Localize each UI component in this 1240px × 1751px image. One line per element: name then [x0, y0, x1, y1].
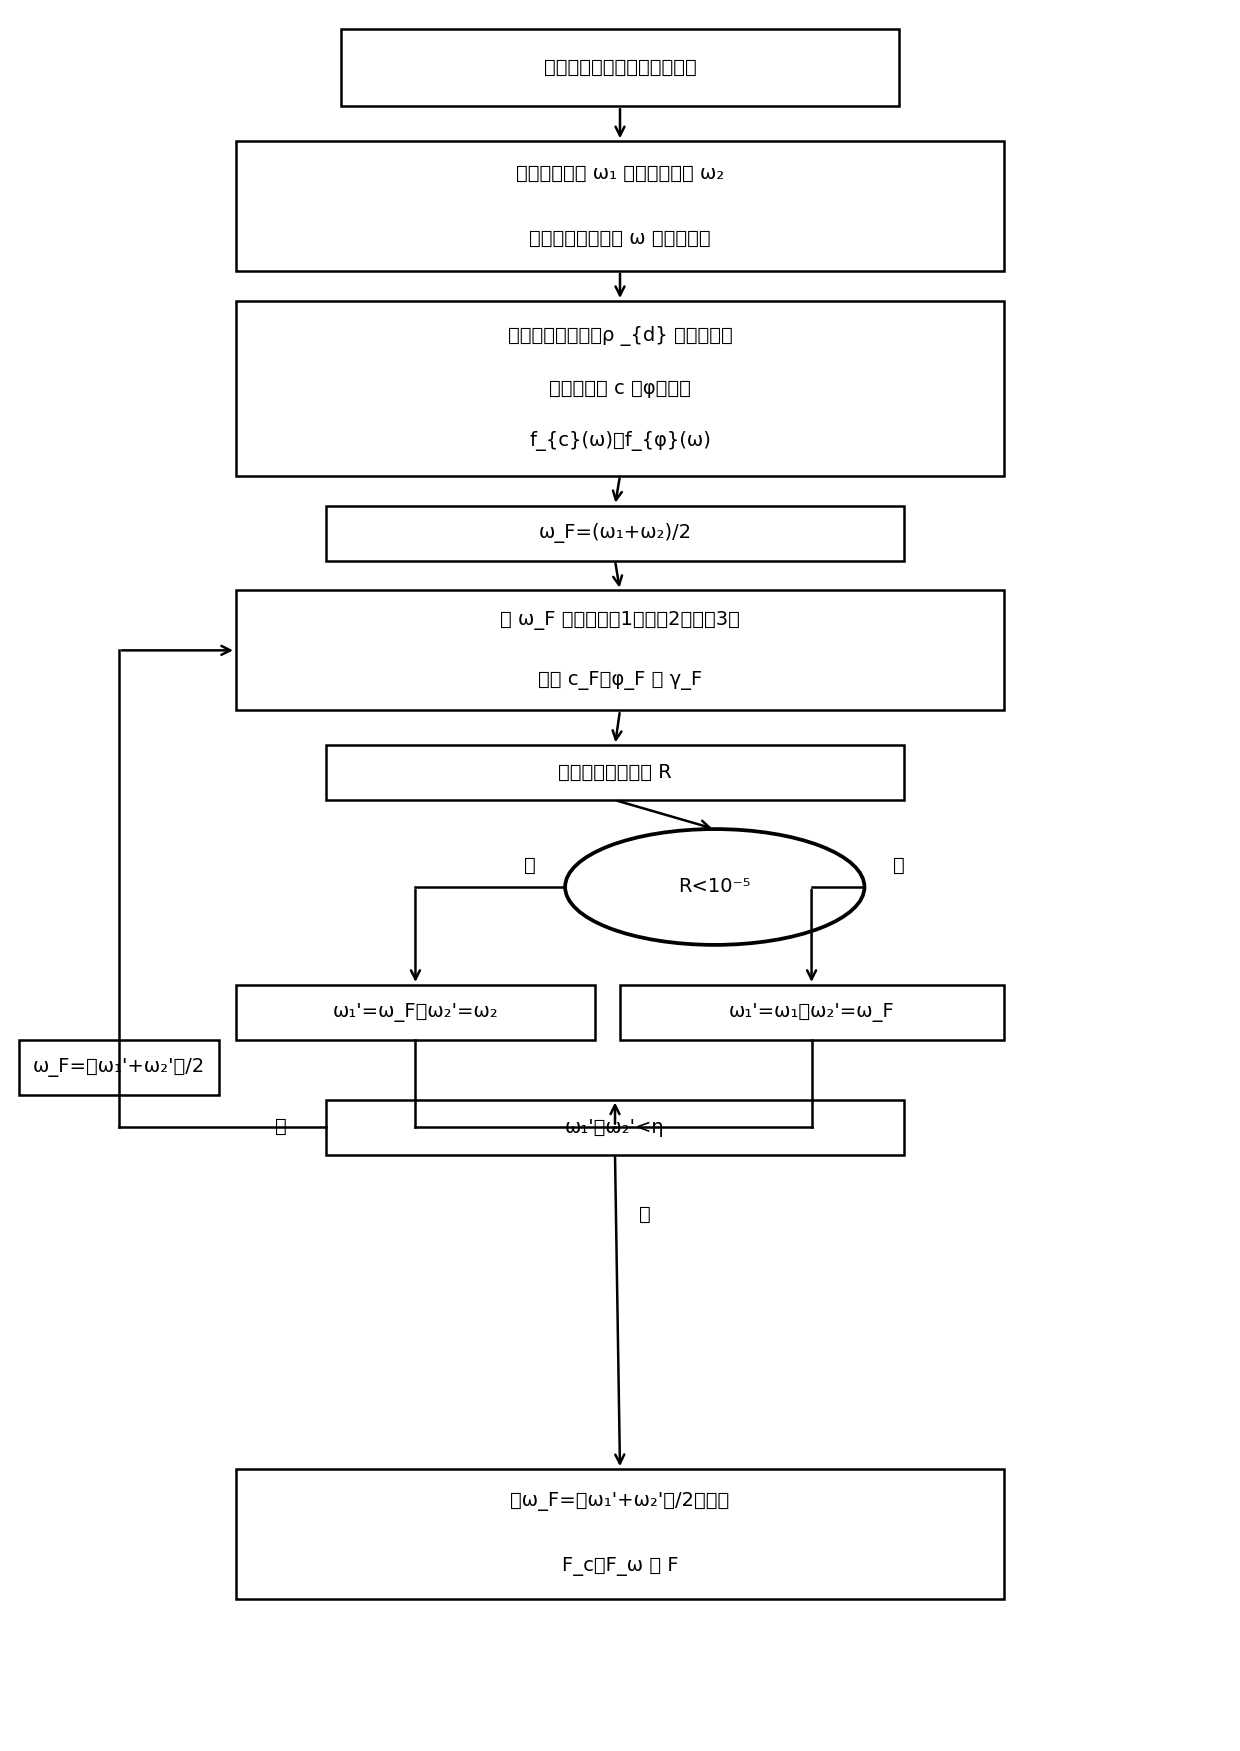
Text: 否: 否: [894, 856, 905, 874]
Text: f_{c}(ω)及f_{φ}(ω): f_{c}(ω)及f_{φ}(ω): [529, 431, 711, 450]
Text: 是: 是: [639, 1205, 651, 1224]
Text: 否: 否: [275, 1117, 286, 1136]
Text: 建立边坡模型、写入相应参数: 建立边坡模型、写入相应参数: [543, 58, 697, 77]
Text: 得到 c_F、φ_F 及 γ_F: 得到 c_F、φ_F 及 γ_F: [538, 671, 702, 690]
Text: ω_F=(ω₁+ω₂)/2: ω_F=(ω₁+ω₂)/2: [538, 524, 692, 543]
Text: ω_F=（ω₁'+ω₂'）/2: ω_F=（ω₁'+ω₂'）/2: [33, 1058, 206, 1077]
Bar: [236, 1469, 1004, 1599]
Text: ω₁'=ω_F，ω₂'=ω₂: ω₁'=ω_F，ω₂'=ω₂: [332, 1003, 498, 1023]
Text: 测试土样的干密度ρ _{d} 及不同含水: 测试土样的干密度ρ _{d} 及不同含水: [507, 326, 733, 347]
Bar: [326, 506, 904, 560]
Text: R<10⁻⁵: R<10⁻⁵: [678, 877, 751, 897]
Bar: [20, 1040, 219, 1094]
Ellipse shape: [565, 828, 864, 946]
Bar: [236, 590, 1004, 711]
Text: F_c、F_ω 及 F: F_c、F_ω 及 F: [562, 1557, 678, 1576]
Bar: [620, 984, 1004, 1040]
Text: 是: 是: [525, 856, 536, 874]
Bar: [326, 746, 904, 800]
Bar: [236, 301, 1004, 476]
Text: 的范围作为含水率 ω 变化的范围: 的范围作为含水率 ω 变化的范围: [529, 229, 711, 249]
Text: 计算力不平衡比率 R: 计算力不平衡比率 R: [558, 763, 672, 783]
Text: 率时土样的 c 及φ，得到: 率时土样的 c 及φ，得到: [549, 378, 691, 397]
Bar: [341, 30, 899, 107]
Bar: [326, 1100, 904, 1154]
Bar: [236, 984, 595, 1040]
Text: ω₁'=ω₁，ω₂'=ω_F: ω₁'=ω₁，ω₂'=ω_F: [729, 1003, 895, 1023]
Bar: [236, 142, 1004, 271]
Text: ω₁'－ω₂'<η: ω₁'－ω₂'<η: [565, 1117, 665, 1136]
Text: 取ω_F=（ω₁'+ω₂'）/2，计算: 取ω_F=（ω₁'+ω₂'）/2，计算: [511, 1492, 729, 1511]
Text: 将天然含水率 ω₁ 到饱和含水率 ω₂: 将天然含水率 ω₁ 到饱和含水率 ω₂: [516, 165, 724, 184]
Text: 将 ω_F 代入公式（1）、（2）、（3）: 将 ω_F 代入公式（1）、（2）、（3）: [500, 611, 740, 630]
